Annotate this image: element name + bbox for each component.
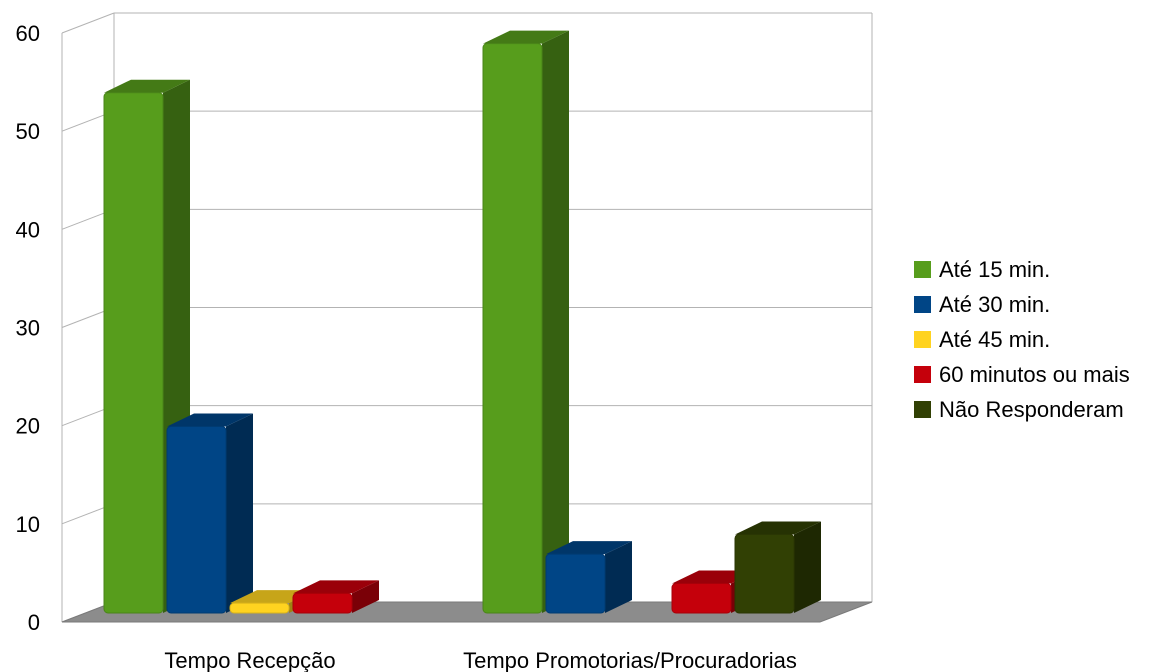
bar-1-4	[734, 521, 821, 614]
bar-side	[542, 30, 569, 613]
legend-item-ate-45: Até 45 min.	[914, 322, 1130, 357]
legend-label: Até 15 min.	[939, 256, 1051, 282]
y-tick-label: 10	[16, 512, 40, 537]
bar-side	[226, 413, 253, 613]
bar-front	[103, 92, 164, 614]
legend-item-ate-30: Até 30 min.	[914, 287, 1130, 322]
legend-swatch	[914, 401, 931, 418]
y-tick-label: 30	[16, 316, 40, 341]
bar-top	[546, 541, 632, 555]
bar-front	[545, 553, 606, 614]
legend-label: 60 minutos ou mais	[939, 361, 1130, 387]
bar-front	[166, 425, 227, 614]
legend-swatch	[914, 366, 931, 383]
y-tick-label: 40	[16, 217, 40, 242]
legend-item-60-ou-mais: 60 minutos ou mais	[914, 357, 1130, 392]
y-tick-label: 60	[16, 21, 40, 46]
y-tick-label: 20	[16, 414, 40, 439]
bar-side	[352, 580, 379, 613]
x-tick-label: Tempo Recepção	[164, 648, 335, 672]
bar-side	[794, 521, 821, 613]
bar-0-3	[292, 580, 379, 614]
y-tick-label: 0	[28, 610, 40, 635]
bar-front	[482, 43, 543, 614]
bar-1-1	[545, 541, 632, 614]
chart-legend: Até 15 min. Até 30 min. Até 45 min. 60 m…	[914, 252, 1130, 427]
legend-label: Até 45 min.	[939, 326, 1051, 352]
gridline	[61, 12, 115, 34]
bar-top	[735, 521, 821, 535]
legend-label: Não Responderam	[939, 396, 1124, 422]
legend-swatch	[914, 296, 931, 313]
x-axis-labels: Tempo Recepção Tempo Promotorias/Procurad…	[164, 648, 797, 672]
bar-side	[605, 541, 632, 613]
bar-top	[483, 30, 569, 44]
bar-top	[293, 580, 379, 594]
legend-swatch	[914, 331, 931, 348]
legend-label: Até 30 min.	[939, 291, 1051, 317]
bar-front	[229, 602, 290, 614]
bar-front	[292, 592, 353, 614]
bar-front	[734, 533, 795, 614]
bar-0-1	[166, 413, 253, 614]
bar-top	[167, 413, 253, 427]
legend-item-ate-15: Até 15 min.	[914, 252, 1130, 287]
bar-front	[671, 583, 732, 614]
bar-1-0	[482, 30, 569, 614]
x-tick-label: Tempo Promotorias/Procuradorias	[463, 648, 797, 672]
legend-swatch	[914, 261, 931, 278]
y-axis-ticks: 0 10 20 30 40 50 60	[16, 21, 40, 635]
bar-top	[104, 79, 190, 93]
y-tick-label: 50	[16, 119, 40, 144]
chart-bars	[103, 30, 821, 614]
legend-item-nao-responderam: Não Responderam	[914, 392, 1130, 427]
